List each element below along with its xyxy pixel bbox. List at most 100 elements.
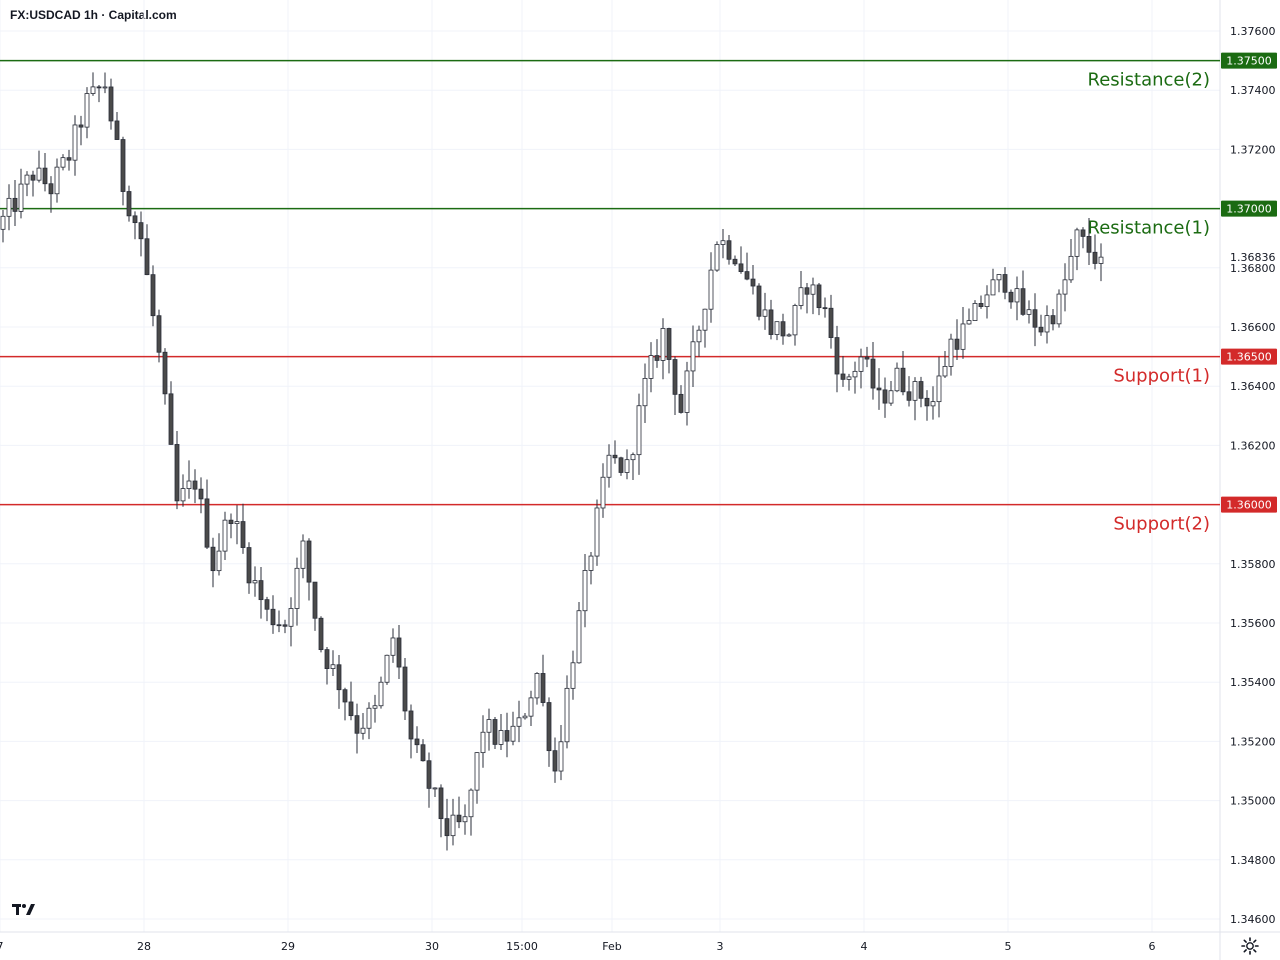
candle-body xyxy=(762,309,768,317)
chart-title: FX:USDCAD 1h · Capital.com xyxy=(10,8,177,22)
candle-body xyxy=(360,727,366,734)
candle-body xyxy=(804,287,810,295)
x-tick-label: 7 xyxy=(0,940,4,953)
x-tick-label: 29 xyxy=(281,940,295,953)
candle-body xyxy=(966,320,972,325)
x-tick-label: 30 xyxy=(425,940,439,953)
candle-body xyxy=(66,157,72,161)
level-price-label: 1.36500 xyxy=(1226,351,1272,364)
level-price-label: 1.36000 xyxy=(1226,499,1272,512)
level-label: Support(2) xyxy=(1113,514,1210,535)
candle-body xyxy=(336,664,342,691)
candle-body xyxy=(654,355,660,361)
candle-body xyxy=(450,814,456,837)
candle-body xyxy=(726,240,732,260)
candle-body xyxy=(558,741,564,772)
candle-body xyxy=(540,673,546,703)
candle-body xyxy=(810,284,816,295)
candle-body xyxy=(306,540,312,583)
candle-body xyxy=(30,174,36,181)
candle-body xyxy=(168,393,174,445)
candle-body xyxy=(906,391,912,401)
candle-body xyxy=(318,617,324,651)
candle-body xyxy=(564,687,570,743)
candle-body xyxy=(792,305,798,336)
candle-body xyxy=(42,167,48,185)
candle-body xyxy=(948,338,954,367)
candle-body xyxy=(96,86,102,89)
candle-body xyxy=(492,719,498,745)
candle-body xyxy=(486,719,492,733)
candle-body xyxy=(678,393,684,413)
candle-body xyxy=(114,120,120,140)
candle-body xyxy=(636,405,642,456)
candle-body xyxy=(276,624,282,627)
candle-body xyxy=(324,649,330,669)
y-tick-label: 1.37600 xyxy=(1230,25,1276,38)
candle-body xyxy=(234,521,240,525)
level-label: Resistance(1) xyxy=(1088,218,1211,239)
tradingview-logo-icon[interactable] xyxy=(10,898,38,922)
candle-body xyxy=(774,321,780,335)
candle-body xyxy=(498,730,504,745)
candle-body xyxy=(396,637,402,668)
y-tick-label: 1.35200 xyxy=(1230,735,1276,748)
candle-body xyxy=(768,309,774,335)
candle-body xyxy=(1098,256,1104,264)
candle-body xyxy=(0,215,6,230)
candle-body xyxy=(696,329,702,343)
candle-body xyxy=(780,321,786,337)
candle-body xyxy=(1086,236,1092,253)
candle-body xyxy=(690,341,696,372)
candle-body xyxy=(582,570,588,612)
candle-body xyxy=(1068,255,1074,281)
candle-body xyxy=(618,457,624,473)
candle-body xyxy=(162,351,168,395)
candle-body xyxy=(18,183,24,212)
candle-body xyxy=(6,197,12,217)
candle-body xyxy=(342,689,348,703)
time-axis[interactable]: 7 28 29 30 15:00 Feb 3 4 5 6 xyxy=(0,940,1156,953)
candle-body xyxy=(390,637,396,656)
candle-body xyxy=(252,580,258,584)
candle-body xyxy=(216,550,222,572)
candle-body xyxy=(210,546,216,572)
candle-body xyxy=(126,191,132,217)
candle-body xyxy=(606,454,612,478)
candle-body xyxy=(366,707,372,729)
candle-body xyxy=(624,459,630,473)
candle-body xyxy=(48,183,54,195)
candle-body xyxy=(672,359,678,395)
y-tick-label: 1.35600 xyxy=(1230,617,1276,630)
candle-body xyxy=(858,356,864,372)
candle-body xyxy=(888,390,894,404)
price-axis[interactable]: 1.37600 1.37400 1.37200 1.36800 1.36600 1.364… xyxy=(1221,25,1277,926)
y-tick-label: 1.36800 xyxy=(1230,262,1276,275)
candle-body xyxy=(522,715,528,719)
candle-body xyxy=(90,86,96,94)
candle-body xyxy=(150,274,156,317)
level-label: Resistance(2) xyxy=(1088,70,1211,91)
candle-body xyxy=(630,454,636,461)
candle-body xyxy=(60,157,66,168)
candle-body xyxy=(984,294,990,308)
candle-body xyxy=(24,174,30,185)
candle-body xyxy=(174,444,180,502)
candle-body xyxy=(600,476,606,509)
candle-body xyxy=(834,337,840,375)
y-tick-label: 1.37400 xyxy=(1230,84,1276,97)
candle-body xyxy=(1038,326,1044,333)
candle-body xyxy=(864,356,870,360)
level-lines: Resistance(2) Resistance(1) Support(1) Supp… xyxy=(0,59,1220,535)
settings-gear-icon[interactable] xyxy=(1240,936,1260,956)
candle-body xyxy=(960,323,966,350)
candle-body xyxy=(576,610,582,664)
candle-body xyxy=(750,278,756,287)
candle-body xyxy=(714,244,720,271)
y-tick-label: 1.36400 xyxy=(1230,380,1276,393)
x-tick-label: 4 xyxy=(861,940,868,953)
candle-body xyxy=(1092,251,1098,264)
candle-body xyxy=(132,215,138,224)
